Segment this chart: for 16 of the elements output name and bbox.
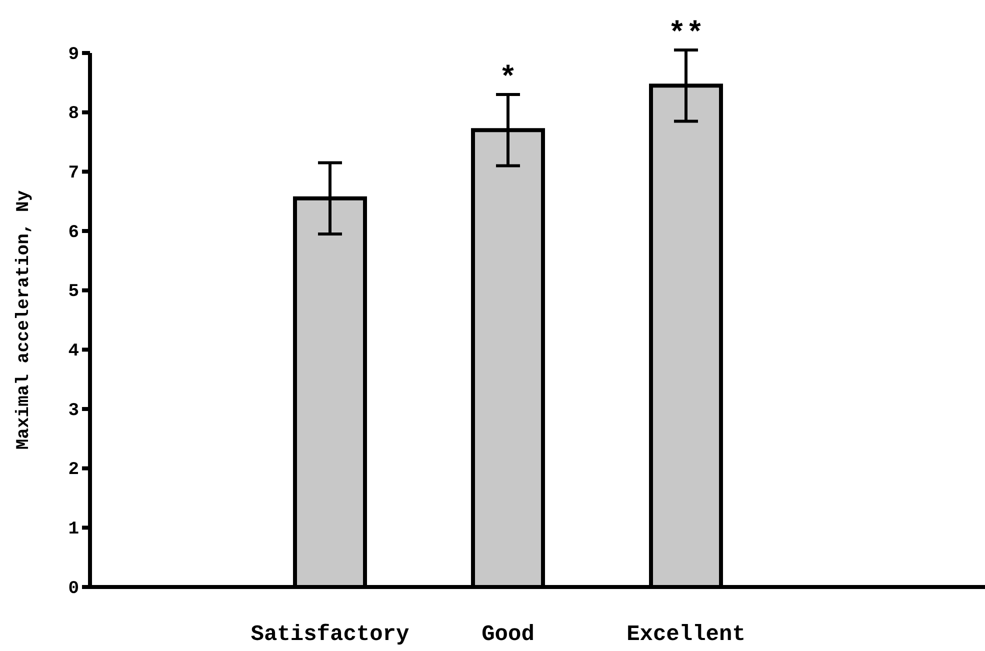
x-tick-label: Satisfactory (250, 622, 410, 647)
y-tick-label: 2 (68, 460, 79, 480)
y-tick-label: 7 (68, 163, 79, 184)
y-tick-label: 6 (68, 222, 79, 243)
y-tick-label: 0 (68, 578, 79, 599)
y-tick-label: 4 (68, 341, 80, 362)
y-tick-label: 9 (68, 44, 79, 65)
annotation: * (498, 62, 518, 97)
y-tick-label: 5 (68, 282, 79, 302)
annotation: ** (668, 18, 704, 52)
y-axis-title: Maximal acceleration, Ny (14, 190, 34, 450)
y-tick-label: 1 (68, 519, 80, 540)
y-tick-label: 3 (68, 400, 79, 421)
y-tick-label: 8 (68, 104, 79, 124)
x-tick-label: Excellent (626, 622, 746, 647)
x-tick-label: Good (482, 622, 534, 647)
